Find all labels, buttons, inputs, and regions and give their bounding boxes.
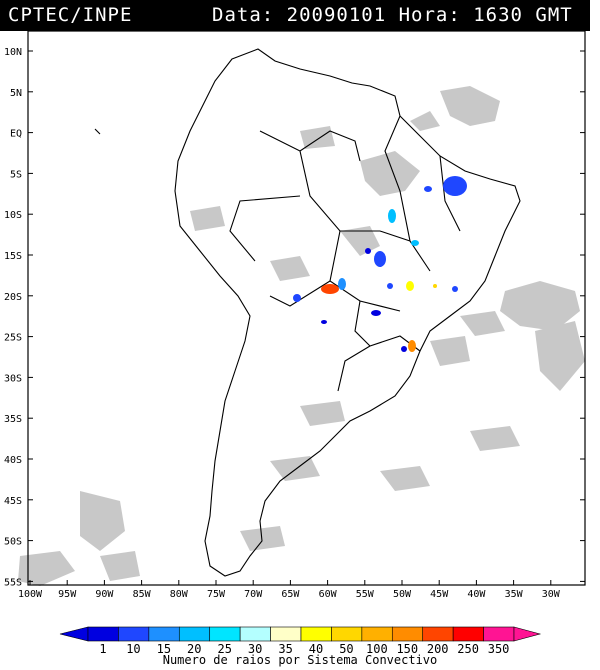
legend-value: 100	[366, 642, 388, 656]
legend-left-arrow	[59, 626, 89, 642]
legend-swatch	[300, 626, 332, 642]
lon-label: 55W	[356, 589, 375, 600]
legend-swatch	[483, 626, 515, 642]
cloud-cover	[18, 86, 585, 586]
lat-label: 25S	[4, 333, 22, 344]
lat-label: 10S	[4, 210, 22, 221]
color-legend: 1 10 15 20 25 30 35 40 50 100 150 200 250 350 Numero …	[59, 626, 542, 667]
legend-value: 25	[217, 642, 231, 656]
legend-value: 350	[488, 642, 510, 656]
latitude-labels: 10N 5N EQ 5S 10S 15S 20S 25S 30S 35S 40S 45S 50S 55S	[4, 47, 22, 586]
lat-label: 20S	[4, 292, 22, 303]
legend-caption: Numero de raios por Sistema Convectivo	[163, 653, 438, 667]
legend-value: 35	[278, 642, 292, 656]
legend-value: 1	[99, 642, 106, 656]
legend-swatch	[239, 626, 271, 642]
legend-right-arrow	[513, 626, 542, 642]
legend-swatch	[87, 626, 119, 642]
legend-swatch	[270, 626, 302, 642]
legend-value: 20	[187, 642, 201, 656]
legend-swatch	[391, 626, 424, 642]
legend-swatch	[361, 626, 393, 642]
header-bar: CPTEC/INPE Data: 20090101 Hora: 1630 GMT	[0, 0, 590, 31]
lightning-map: 10N 5N EQ 5S 10S 15S 20S 25S 30S 35S 40S 45S 50S 55S	[0, 31, 590, 586]
legend-swatch	[178, 626, 211, 642]
legend-swatch	[209, 626, 241, 642]
lat-label: EQ	[10, 129, 22, 140]
lon-label: 60W	[319, 589, 338, 600]
lat-label: 5N	[10, 88, 22, 99]
lon-label: 75W	[207, 589, 226, 600]
legend-swatch	[331, 626, 363, 642]
lat-label: 50S	[4, 537, 22, 548]
lat-label: 30S	[4, 373, 22, 384]
legend-swatch	[118, 626, 150, 642]
legend-value: 15	[157, 642, 171, 656]
lon-label: 90W	[95, 589, 114, 600]
coastline	[94, 48, 521, 577]
lat-label: 45S	[4, 496, 22, 507]
legend-value: 30	[248, 642, 262, 656]
lon-label: 45W	[430, 589, 449, 600]
map-frame	[27, 31, 586, 586]
lon-label: 95W	[58, 589, 77, 600]
axis-ticks	[28, 50, 585, 585]
legend-value: 50	[339, 642, 353, 656]
lat-label: 40S	[4, 455, 22, 466]
longitude-label-row: 100W 95W 90W 85W 80W 75W 70W 65W 60W 55W 50W 45W 40W…	[0, 586, 600, 602]
source-label: CPTEC/INPE	[8, 4, 133, 26]
datetime-label: Data: 20090101 Hora: 1630 GMT	[212, 4, 573, 26]
legend-value: 200	[427, 642, 449, 656]
legend-labels: 1 10 15 20 25 30 35 40 50 100 150 200 250 350	[99, 642, 509, 656]
lon-label: 100W	[18, 589, 43, 600]
legend-bar	[59, 626, 542, 642]
lon-label: 35W	[505, 589, 524, 600]
longitude-labels: 100W 95W 90W 85W 80W 75W 70W 65W 60W 55W 50W 45W 40W…	[18, 589, 561, 600]
legend-value: 150	[396, 642, 418, 656]
lon-label: 85W	[133, 589, 152, 600]
lightning-cells	[293, 176, 467, 352]
legend-swatch	[422, 626, 454, 642]
lat-label: 5S	[10, 169, 22, 180]
legend-value: 10	[126, 642, 140, 656]
lat-label: 15S	[4, 251, 22, 262]
legend-value: 40	[309, 642, 323, 656]
lat-label: 35S	[4, 414, 22, 425]
legend-swatch	[148, 626, 180, 642]
lon-label: 30W	[542, 589, 561, 600]
lon-label: 50W	[393, 589, 412, 600]
lon-label: 80W	[170, 589, 189, 600]
legend-value: 250	[457, 642, 479, 656]
lat-label: 55S	[4, 577, 22, 586]
lon-label: 65W	[281, 589, 300, 600]
lon-label: 40W	[467, 589, 486, 600]
lon-label: 70W	[244, 589, 263, 600]
legend-swatch	[452, 626, 484, 642]
lat-label: 10N	[4, 47, 22, 58]
